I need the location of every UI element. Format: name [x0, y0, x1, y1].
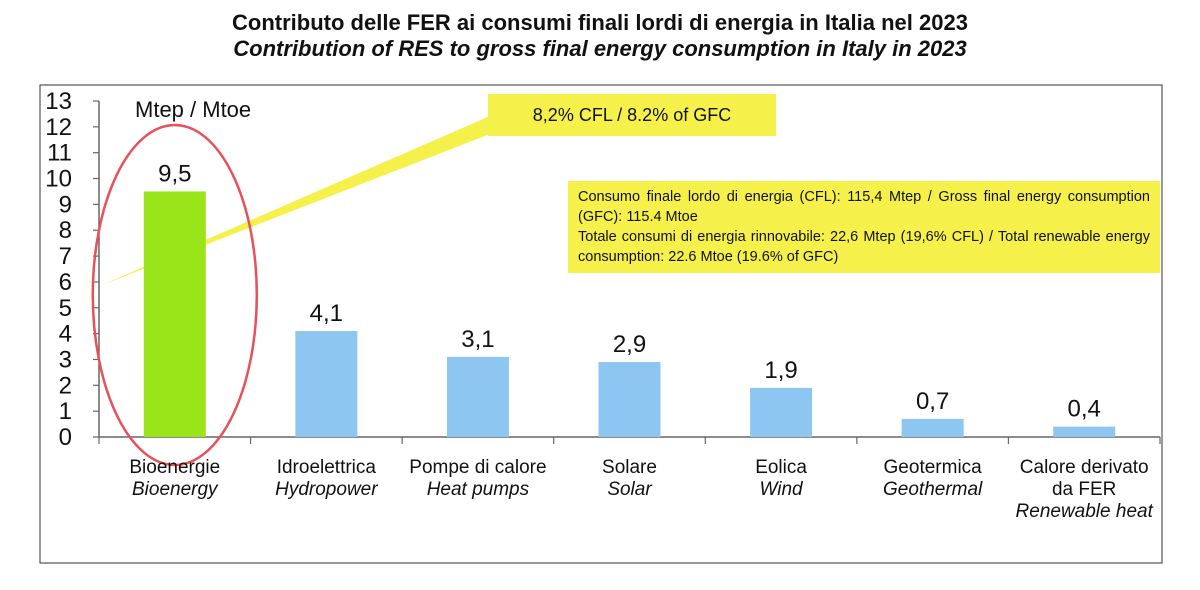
category-label-italian: Calore derivato da FER	[1019, 457, 1149, 500]
category-label: Bioenergie Bioenergy	[100, 457, 250, 501]
bar-value-label: 2,9	[613, 331, 646, 358]
bar	[901, 418, 964, 437]
category-label: Pompe di calore Heat pumps	[403, 457, 553, 501]
category-label-italian: Solare	[602, 457, 657, 478]
y-tick-label: 8	[59, 217, 72, 244]
bar-value-label: 4,1	[310, 300, 343, 327]
y-tick-label: 13	[45, 88, 72, 115]
category-label-english: Wind	[759, 479, 803, 500]
category-label-english: Geothermal	[883, 479, 983, 500]
category-label-english: Heat pumps	[426, 479, 530, 500]
bar	[143, 191, 206, 437]
category-label-english: Renewable heat	[1015, 501, 1153, 522]
category-label-italian: Idroelettrica	[276, 457, 376, 478]
category-label-english: Hydropower	[275, 479, 378, 500]
highlight-ellipse	[91, 123, 259, 467]
bar-value-label: 3,1	[461, 326, 494, 353]
category-label-italian: Geotermica	[883, 457, 982, 478]
bar	[750, 387, 813, 437]
y-tick-label: 12	[45, 114, 72, 141]
y-tick-label: 6	[59, 269, 72, 296]
bar-value-label: 0,7	[916, 388, 949, 415]
info-line-gfc: Consumo finale lordo di energia (CFL): 1…	[578, 189, 1150, 225]
bar	[598, 362, 661, 437]
info-box: Consumo finale lordo di energia (CFL): 1…	[568, 181, 1160, 273]
category-label: Geotermica Geothermal	[858, 457, 1008, 501]
chart-title-english: Contribution of RES to gross final energ…	[233, 36, 967, 61]
category-label-italian: Eolica	[755, 457, 807, 478]
category-label-italian: Pompe di calore	[409, 457, 547, 478]
category-label-english: Bioenergy	[132, 479, 218, 500]
y-tick-label: 7	[59, 243, 72, 270]
bar	[446, 356, 509, 437]
category-label: Eolica Wind	[706, 457, 856, 501]
y-tick-label: 2	[59, 372, 72, 399]
y-tick-label: 4	[59, 321, 72, 348]
info-line-res: Totale consumi di energia rinnovabile: 2…	[578, 229, 1150, 265]
unit-label: Mtep / Mtoe	[135, 97, 252, 122]
y-tick-label: 10	[45, 166, 72, 193]
y-tick-label: 3	[59, 346, 72, 373]
category-label: Solare Solar	[555, 457, 705, 501]
chart-frame	[39, 84, 1163, 564]
bar	[1053, 426, 1116, 437]
category-label: Idroelettrica Hydropower	[251, 457, 401, 501]
bar-value-label: 9,5	[158, 160, 191, 187]
bar-value-label: 1,9	[764, 357, 797, 384]
y-tick-label: 11	[47, 140, 72, 167]
y-tick-label: 9	[59, 191, 72, 218]
y-tick-label: 5	[59, 295, 72, 322]
bar-value-label: 0,4	[1068, 396, 1101, 423]
y-tick-label: 1	[59, 398, 72, 425]
chart-title-italian: Contributo delle FER ai consumi finali l…	[232, 10, 968, 35]
share-callout: 8,2% CFL / 8.2% of GFC	[488, 94, 776, 136]
y-tick-label: 0	[59, 424, 72, 451]
category-label: Calore derivato da FER Renewable heat	[1009, 457, 1159, 523]
bar	[295, 331, 358, 437]
category-label-english: Solar	[607, 479, 652, 500]
category-label-italian: Bioenergie	[129, 457, 221, 478]
